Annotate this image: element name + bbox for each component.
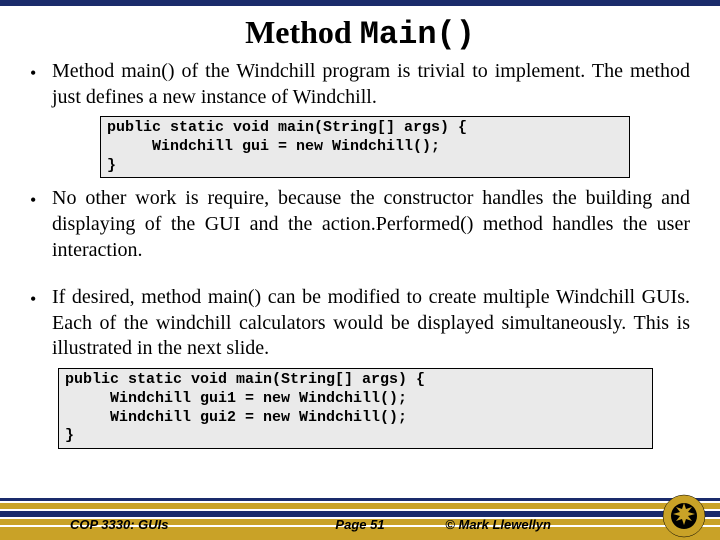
title-word: Method bbox=[245, 14, 360, 50]
code-block-2: public static void main(String[] args) {… bbox=[58, 368, 653, 449]
bullet-dot: • bbox=[30, 186, 52, 263]
footer-copyright: © Mark Llewellyn bbox=[445, 517, 650, 532]
code-block-1: public static void main(String[] args) {… bbox=[100, 116, 630, 178]
ucf-logo-icon bbox=[662, 494, 706, 538]
slide-title: Method Main() bbox=[0, 6, 720, 59]
bullet-2: • No other work is require, because the … bbox=[30, 186, 690, 263]
bullet-1: • Method main() of the Windchill program… bbox=[30, 59, 690, 110]
bullet-3: • If desired, method main() can be modif… bbox=[30, 285, 690, 362]
content-area: • Method main() of the Windchill program… bbox=[0, 59, 720, 449]
bullet-2-text: No other work is require, because the co… bbox=[52, 186, 690, 263]
stripe bbox=[0, 498, 720, 501]
footer-text-row: COP 3330: GUIs Page 51 © Mark Llewellyn bbox=[0, 517, 720, 532]
bullet-1-text: Method main() of the Windchill program i… bbox=[52, 59, 690, 110]
bullet-dot: • bbox=[30, 59, 52, 110]
bullet-dot: • bbox=[30, 285, 52, 362]
footer-course: COP 3330: GUIs bbox=[70, 517, 275, 532]
spacer bbox=[30, 269, 690, 285]
footer-page: Page 51 bbox=[275, 517, 446, 532]
stripe bbox=[0, 503, 720, 509]
footer: COP 3330: GUIs Page 51 © Mark Llewellyn bbox=[0, 498, 720, 540]
bullet-3-text: If desired, method main() can be modifie… bbox=[52, 285, 690, 362]
title-code: Main() bbox=[360, 16, 475, 53]
